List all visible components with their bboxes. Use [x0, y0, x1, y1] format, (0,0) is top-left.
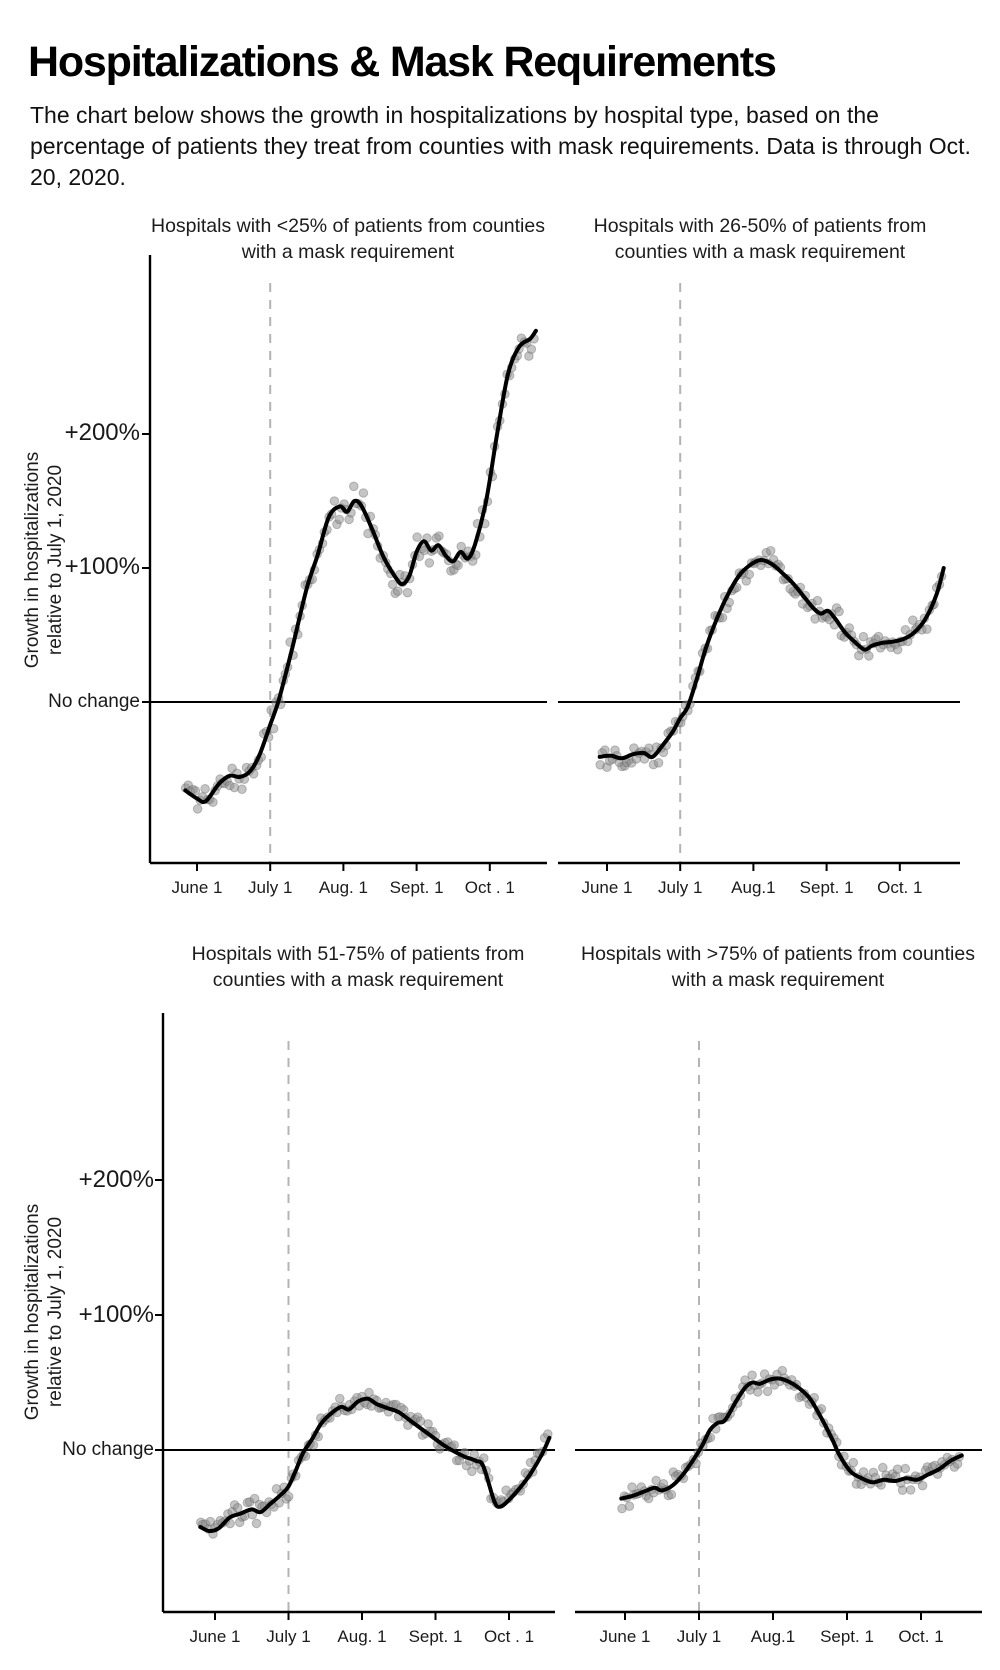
- y-tick-plus100-top: +100%: [64, 553, 140, 580]
- x-tick-label: July 1: [658, 878, 702, 897]
- y-tick-plus100-bottom: +100%: [78, 1301, 154, 1328]
- trend-line: [183, 328, 538, 805]
- x-tick-label: Aug. 1: [319, 878, 368, 897]
- x-tick-label: Sept. 1: [409, 1627, 463, 1646]
- x-tick-label: Oct . 1: [484, 1627, 534, 1646]
- panel-4-title: Hospitals with >75% of patients from cou…: [581, 943, 975, 991]
- panel-1-plot: June 1 July 1 Aug. 1 Sept. 1 Oct . 1: [142, 255, 547, 897]
- panel-3-plot: June 1 July 1 Aug. 1 Sept. 1 Oct . 1: [155, 1013, 555, 1646]
- y-tick-nochange-top: No change: [48, 691, 140, 712]
- x-tick-label: Sept. 1: [800, 878, 854, 897]
- x-tick-label: Oct. 1: [898, 1627, 943, 1646]
- x-tick-label: Sept. 1: [390, 878, 444, 897]
- x-tick-label: Sept. 1: [820, 1627, 874, 1646]
- panel-3-title: Hospitals with 51-75% of patients from c…: [191, 943, 525, 991]
- x-tick-label: July 1: [677, 1627, 721, 1646]
- scatter-points: [595, 546, 947, 773]
- trend-line: [597, 557, 946, 761]
- x-tick-label: Aug.1: [731, 878, 775, 897]
- x-tick-label: Oct . 1: [465, 878, 515, 897]
- page-subtitle: The chart below shows the growth in hosp…: [30, 102, 971, 190]
- y-tick-plus200-top: +200%: [64, 419, 140, 446]
- trend-line: [198, 1396, 552, 1534]
- y-tick-nochange-bottom: No change: [62, 1439, 154, 1460]
- x-tick-label: June 1: [171, 878, 222, 897]
- y-tick-plus200-bottom: +200%: [78, 1166, 154, 1193]
- x-tick-label: Aug.1: [751, 1627, 795, 1646]
- scatter-points: [617, 1365, 965, 1514]
- x-tick-label: Oct. 1: [877, 878, 922, 897]
- scatter-points: [180, 333, 539, 814]
- x-tick-label: Aug. 1: [337, 1627, 386, 1646]
- panel-2-plot: June 1 July 1 Aug.1 Sept. 1 Oct. 1: [558, 283, 960, 897]
- panel-1-title: Hospitals with <25% of patients from cou…: [151, 215, 545, 263]
- x-tick-label: June 1: [189, 1627, 240, 1646]
- page-title: Hospitalizations & Mask Requirements: [28, 38, 777, 86]
- x-tick-label: July 1: [266, 1627, 310, 1646]
- x-tick-label: June 1: [599, 1627, 650, 1646]
- x-tick-label: July 1: [248, 878, 292, 897]
- panel-4-plot: June 1 July 1 Aug.1 Sept. 1 Oct. 1: [575, 1041, 982, 1646]
- panel-2-title: Hospitals with 26-50% of patients from c…: [593, 215, 927, 263]
- scatter-points: [196, 1387, 553, 1539]
- x-tick-label: June 1: [581, 878, 632, 897]
- trend-line: [619, 1376, 964, 1501]
